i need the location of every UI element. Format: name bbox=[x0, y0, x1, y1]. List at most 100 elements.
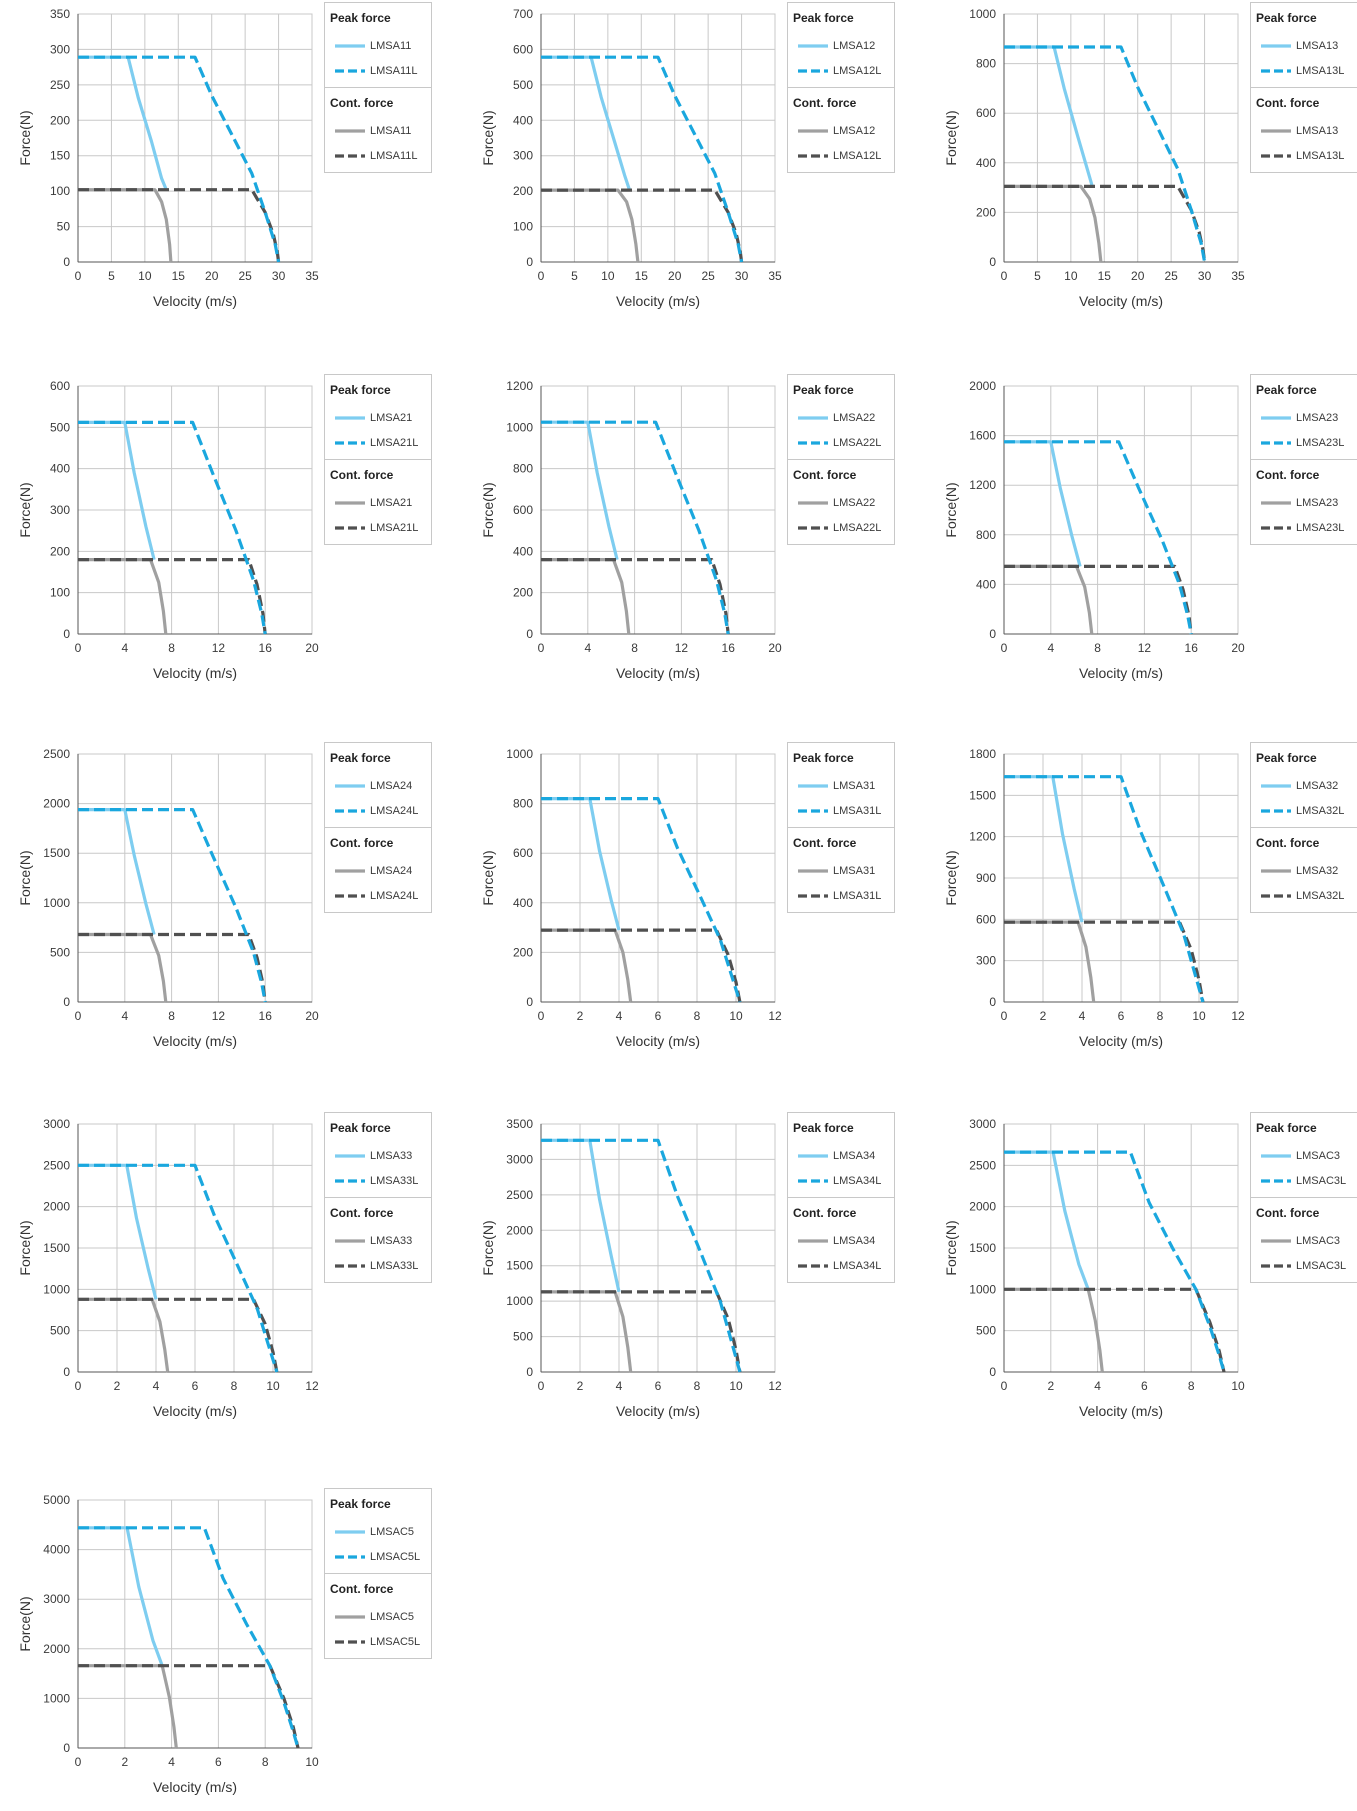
legend: Peak force LMSAC3 LMSAC3L Cont. force LMSAC3… bbox=[1250, 1112, 1357, 1283]
legend-heading: Cont. force bbox=[1256, 836, 1320, 850]
legend-swatch bbox=[1261, 440, 1291, 445]
legend-item: LMSA34L bbox=[788, 1253, 894, 1278]
legend-group-cont: Cont. force LMSA21 LMSA21L bbox=[325, 459, 431, 544]
legend-heading: Peak force bbox=[330, 1497, 391, 1511]
y-tick-label: 0 bbox=[526, 995, 533, 1009]
chart-svg-lmsa34: 0 2 4 6 8 10 12 0 500 1000 1500 2000 2500 3000 3500 Vel… bbox=[480, 1117, 782, 1419]
x-tick-label: 4 bbox=[1079, 1009, 1086, 1023]
series-line-peak-lmsa11l bbox=[78, 55, 281, 263]
x-tick-label: 10 bbox=[305, 1755, 319, 1769]
y-tick-label: 2500 bbox=[506, 1188, 533, 1202]
x-tick-label: 2 bbox=[121, 1755, 128, 1769]
legend-item: LMSA11 bbox=[325, 33, 431, 58]
x-tick-label: 6 bbox=[1118, 1009, 1125, 1023]
legend-item: LMSAC3L bbox=[1251, 1168, 1357, 1193]
y-tick-label: 2000 bbox=[969, 379, 996, 393]
y-tick-label: 1500 bbox=[969, 788, 996, 802]
legend-group-peak: Peak force LMSA23 LMSA23L bbox=[1251, 375, 1357, 459]
legend-item: LMSA24L bbox=[325, 798, 431, 823]
y-tick-label: 5000 bbox=[43, 1493, 70, 1507]
x-tick-label: 0 bbox=[538, 1009, 545, 1023]
y-axis-label: Force(N) bbox=[17, 850, 33, 905]
x-tick-label: 8 bbox=[168, 1009, 175, 1023]
legend-label: LMSA22 bbox=[833, 496, 876, 509]
legend-swatch bbox=[1261, 500, 1291, 505]
y-tick-label: 2000 bbox=[969, 1200, 996, 1214]
y-tick-label: 0 bbox=[989, 255, 996, 269]
y-axis-label: Force(N) bbox=[943, 482, 959, 537]
legend: Peak force LMSA22 LMSA22L Cont. force LMSA22… bbox=[787, 374, 895, 545]
legend-item: LMSAC3L bbox=[1251, 1253, 1357, 1278]
y-tick-label: 1000 bbox=[506, 1294, 533, 1308]
legend-item: LMSA12L bbox=[788, 143, 894, 168]
y-tick-label: 0 bbox=[63, 995, 70, 1009]
y-axis-label: Force(N) bbox=[943, 850, 959, 905]
legend-label: LMSA13 bbox=[1296, 124, 1339, 137]
legend-group-cont: Cont. force LMSAC5 LMSAC5L bbox=[325, 1573, 431, 1658]
legend-item: LMSA34 bbox=[788, 1228, 894, 1253]
legend-label: LMSA24L bbox=[370, 804, 419, 817]
legend-item: LMSA21L bbox=[325, 515, 431, 540]
legend-item: LMSA22L bbox=[788, 515, 894, 540]
series-line-peak-lmsa34l bbox=[541, 1138, 742, 1373]
legend-group-cont: Cont. force LMSA31 LMSA31L bbox=[788, 827, 894, 912]
x-tick-label: 20 bbox=[1231, 641, 1245, 655]
legend-group-peak: Peak force LMSA34 LMSA34L bbox=[788, 1113, 894, 1197]
legend-swatch bbox=[335, 868, 365, 873]
x-tick-label: 35 bbox=[1231, 269, 1245, 283]
legend-label: LMSA21L bbox=[370, 436, 419, 449]
legend-swatch bbox=[335, 128, 365, 133]
legend-label: LMSA33L bbox=[370, 1259, 419, 1272]
y-tick-label: 800 bbox=[513, 462, 533, 476]
legend-item: LMSA13 bbox=[1251, 33, 1357, 58]
x-tick-label: 4 bbox=[616, 1009, 623, 1023]
legend-label: LMSA12L bbox=[833, 149, 882, 162]
series-line-peak-lmsa31l bbox=[541, 796, 742, 1003]
legend-label: LMSAC3L bbox=[1296, 1259, 1347, 1272]
legend: Peak force LMSA11 LMSA11L Cont. force LMSA11… bbox=[324, 2, 432, 173]
y-tick-label: 1500 bbox=[43, 846, 70, 860]
legend-swatch bbox=[1261, 1263, 1291, 1268]
legend-heading: Cont. force bbox=[1256, 1206, 1320, 1220]
legend-label: LMSA34L bbox=[833, 1259, 882, 1272]
y-tick-label: 0 bbox=[526, 627, 533, 641]
legend-item: LMSAC5L bbox=[325, 1629, 431, 1654]
y-tick-label: 200 bbox=[50, 544, 70, 558]
legend-item: LMSA22 bbox=[788, 405, 894, 430]
legend-swatch bbox=[1261, 415, 1291, 420]
y-tick-label: 500 bbox=[50, 1324, 70, 1338]
legend-label: LMSA24 bbox=[370, 864, 413, 877]
legend-swatch bbox=[335, 1178, 365, 1183]
y-tick-label: 600 bbox=[976, 912, 996, 926]
legend-label: LMSA12 bbox=[833, 39, 876, 52]
legend-label: LMSA34 bbox=[833, 1234, 876, 1247]
legend-label: LMSA31 bbox=[833, 779, 876, 792]
y-axis-label: Force(N) bbox=[480, 1220, 496, 1275]
legend-swatch bbox=[1261, 783, 1291, 788]
y-tick-label: 2500 bbox=[969, 1158, 996, 1172]
y-tick-label: 300 bbox=[50, 503, 70, 517]
legend-item: LMSAC5 bbox=[325, 1604, 431, 1629]
x-tick-label: 12 bbox=[675, 641, 689, 655]
legend-group-cont: Cont. force LMSA34 LMSA34L bbox=[788, 1197, 894, 1282]
chart-panel-lmsa21: 0 4 8 12 16 20 0 100 200 300 400 500 600 Velocity (m/… bbox=[0, 372, 440, 697]
legend-heading: Peak force bbox=[793, 383, 854, 397]
legend-swatch bbox=[335, 1153, 365, 1158]
legend: Peak force LMSAC5 LMSAC5L Cont. force LMSAC5… bbox=[324, 1488, 432, 1659]
legend-swatch bbox=[335, 415, 365, 420]
legend-label: LMSA22L bbox=[833, 521, 882, 534]
legend-label: LMSA23L bbox=[1296, 521, 1345, 534]
series-line-peak-lmsa33l bbox=[78, 1163, 279, 1373]
x-tick-label: 20 bbox=[668, 269, 682, 283]
series-line-peak-lmsa23l bbox=[1004, 440, 1193, 635]
chart-svg-lmsa11: 0 5 10 15 20 25 30 35050100150200250300350Veloc… bbox=[17, 7, 319, 309]
x-tick-label: 6 bbox=[655, 1009, 662, 1023]
legend-item: LMSA21L bbox=[325, 430, 431, 455]
y-tick-label: 400 bbox=[50, 462, 70, 476]
legend-swatch bbox=[1261, 893, 1291, 898]
legend-label: LMSA11 bbox=[370, 124, 412, 137]
x-axis-label: Velocity (m/s) bbox=[616, 1033, 700, 1049]
y-tick-label: 200 bbox=[976, 205, 996, 219]
legend-swatch bbox=[798, 783, 828, 788]
x-tick-label: 20 bbox=[305, 1009, 319, 1023]
